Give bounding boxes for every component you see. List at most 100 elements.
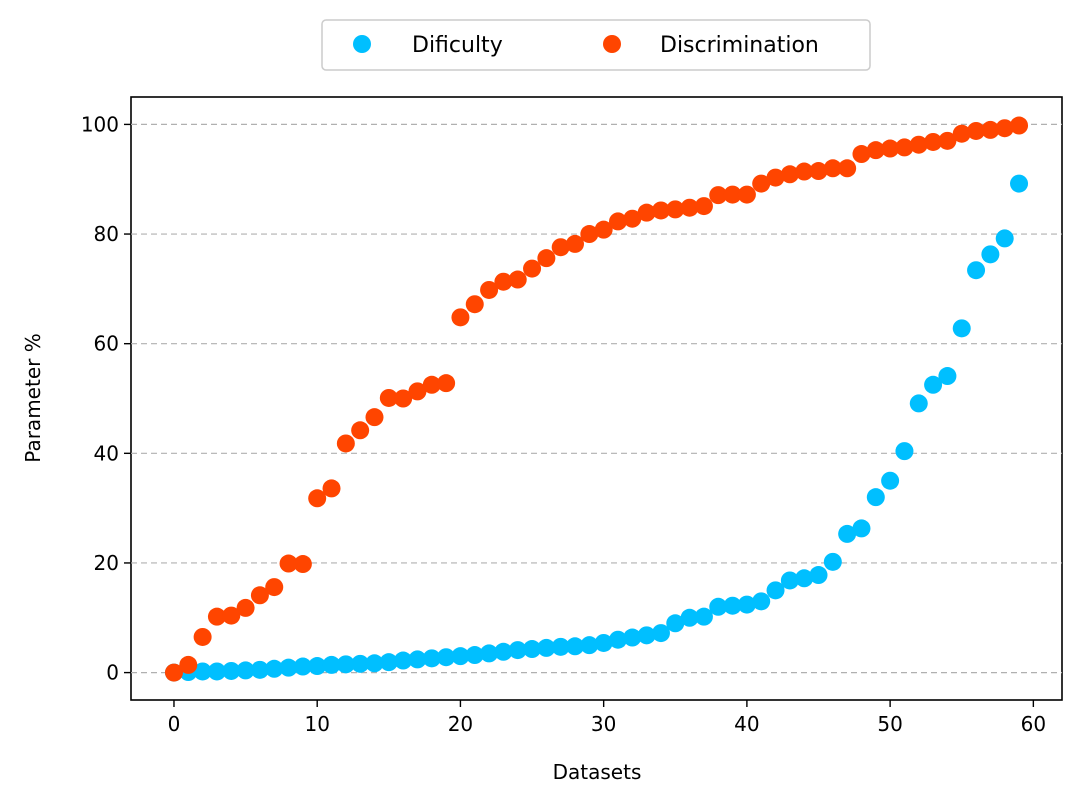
point-dificulty: [465, 646, 484, 665]
legend-marker-discrimination: [603, 35, 621, 53]
point-discrimination: [967, 121, 986, 140]
point-dificulty: [924, 375, 943, 394]
point-dificulty: [981, 245, 1000, 264]
x-tick-label: 30: [591, 712, 616, 736]
y-tick-label: 20: [94, 551, 119, 575]
point-dificulty: [308, 657, 327, 676]
point-discrimination: [623, 209, 642, 228]
point-discrimination: [924, 132, 943, 151]
point-discrimination: [250, 586, 269, 605]
point-dificulty: [279, 658, 298, 677]
point-dificulty: [780, 571, 799, 590]
point-discrimination: [981, 120, 1000, 139]
legend: Dificulty Discrimination: [321, 19, 871, 71]
point-dificulty: [623, 628, 642, 647]
point-discrimination: [766, 168, 785, 187]
point-discrimination: [909, 135, 928, 154]
point-dificulty: [408, 650, 427, 669]
point-discrimination: [179, 655, 198, 674]
point-dificulty: [680, 608, 699, 627]
point-dificulty: [236, 661, 255, 680]
x-axis-ticks: 0 10 20 30 40 50 60: [168, 700, 1046, 736]
point-discrimination: [881, 139, 900, 158]
x-tick-label: 60: [1021, 712, 1046, 736]
point-dificulty: [293, 657, 312, 676]
point-discrimination: [408, 382, 427, 401]
point-dificulty: [723, 596, 742, 615]
point-dificulty: [580, 636, 599, 655]
point-dificulty: [365, 654, 384, 673]
x-axis-label: Datasets: [553, 760, 642, 784]
point-discrimination: [480, 280, 499, 299]
point-dificulty: [766, 581, 785, 600]
point-dificulty: [852, 519, 871, 538]
y-axis-label: Parameter %: [21, 333, 45, 462]
point-dificulty: [250, 660, 269, 679]
point-discrimination: [351, 421, 370, 440]
point-discrimination: [666, 200, 685, 219]
legend-label-discrimination: Discrimination: [660, 33, 819, 58]
point-discrimination: [838, 159, 857, 178]
point-discrimination: [308, 489, 327, 508]
point-dificulty: [422, 649, 441, 668]
point-dificulty: [480, 644, 499, 663]
point-discrimination: [394, 389, 413, 408]
point-dificulty: [566, 637, 585, 656]
x-tick-label: 0: [168, 712, 181, 736]
y-tick-label: 60: [94, 332, 119, 356]
point-discrimination: [265, 578, 284, 597]
y-tick-label: 100: [81, 112, 119, 136]
series-discrimination-points: [164, 116, 1029, 682]
point-discrimination: [322, 479, 341, 498]
point-discrimination: [709, 186, 728, 205]
point-dificulty: [494, 642, 513, 661]
series-dificulty-points: [164, 174, 1029, 682]
point-dificulty: [938, 367, 957, 386]
point-dificulty: [881, 471, 900, 490]
point-dificulty: [795, 569, 814, 588]
x-tick-label: 40: [734, 712, 759, 736]
point-discrimination: [551, 238, 570, 257]
point-discrimination: [537, 249, 556, 268]
point-dificulty: [451, 647, 470, 666]
point-discrimination: [279, 554, 298, 573]
point-discrimination: [293, 555, 312, 574]
point-discrimination: [852, 145, 871, 164]
point-discrimination: [723, 185, 742, 204]
point-dificulty: [895, 442, 914, 461]
point-dificulty: [336, 655, 355, 674]
point-discrimination: [608, 212, 627, 231]
point-discrimination: [523, 259, 542, 278]
point-dificulty: [809, 566, 828, 585]
point-discrimination: [1010, 116, 1029, 135]
point-dificulty: [351, 654, 370, 673]
point-discrimination: [580, 225, 599, 244]
point-discrimination: [336, 434, 355, 453]
point-dificulty: [394, 651, 413, 670]
point-discrimination: [451, 308, 470, 327]
point-discrimination: [895, 138, 914, 157]
point-dificulty: [995, 229, 1014, 248]
point-discrimination: [236, 598, 255, 617]
x-tick-label: 50: [877, 712, 902, 736]
point-discrimination: [494, 272, 513, 291]
point-discrimination: [866, 141, 885, 160]
legend-marker-dificulty: [353, 35, 371, 53]
point-discrimination: [379, 388, 398, 407]
point-discrimination: [594, 220, 613, 239]
point-dificulty: [537, 638, 556, 657]
legend-box: [321, 19, 871, 71]
x-tick-label: 20: [448, 712, 473, 736]
point-dificulty: [207, 662, 226, 681]
point-discrimination: [780, 165, 799, 184]
point-dificulty: [709, 597, 728, 616]
point-discrimination: [995, 119, 1014, 138]
point-discrimination: [437, 374, 456, 393]
point-discrimination: [566, 234, 585, 253]
point-dificulty: [866, 488, 885, 507]
point-dificulty: [222, 661, 241, 680]
point-discrimination: [795, 162, 814, 181]
y-tick-label: 80: [94, 222, 119, 246]
y-tick-label: 0: [106, 661, 119, 685]
